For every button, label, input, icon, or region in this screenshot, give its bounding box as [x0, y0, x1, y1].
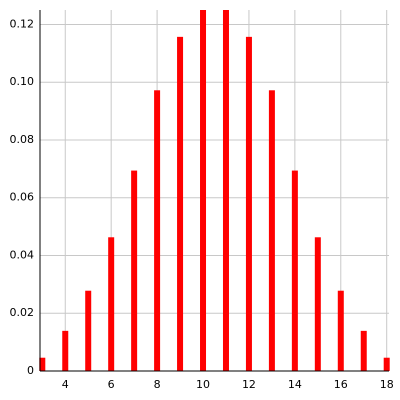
x-tick-label: 6 [108, 378, 115, 391]
y-tick-label: 0.02 [10, 306, 35, 319]
bar [383, 357, 390, 371]
x-tick-label: 14 [288, 378, 302, 391]
bar [85, 290, 92, 371]
y-tick-label: 0.06 [10, 191, 35, 204]
bar [154, 90, 161, 371]
y-tick-label: 0.08 [10, 133, 35, 146]
x-tick-label: 16 [334, 378, 348, 391]
x-tick-label: 10 [196, 378, 210, 391]
bar [245, 36, 252, 371]
bar [39, 357, 46, 371]
bar [62, 330, 69, 371]
bar [200, 10, 207, 371]
y-tick-label: 0 [27, 364, 34, 377]
y-tick-label: 0.12 [10, 17, 35, 30]
x-tick-label: 8 [154, 378, 161, 391]
y-tick-label: 0.10 [10, 75, 35, 88]
bar [337, 290, 344, 371]
x-tick-label: 18 [380, 378, 394, 391]
y-tick-label: 0.04 [10, 248, 35, 261]
bar [222, 10, 229, 371]
bar [131, 170, 138, 371]
bar [177, 36, 184, 371]
bar [360, 330, 367, 371]
x-tick-label: 4 [62, 378, 69, 391]
bar [268, 90, 275, 371]
bar [314, 237, 321, 371]
bar [291, 170, 298, 371]
bar [108, 237, 115, 371]
x-tick-label: 12 [242, 378, 256, 391]
